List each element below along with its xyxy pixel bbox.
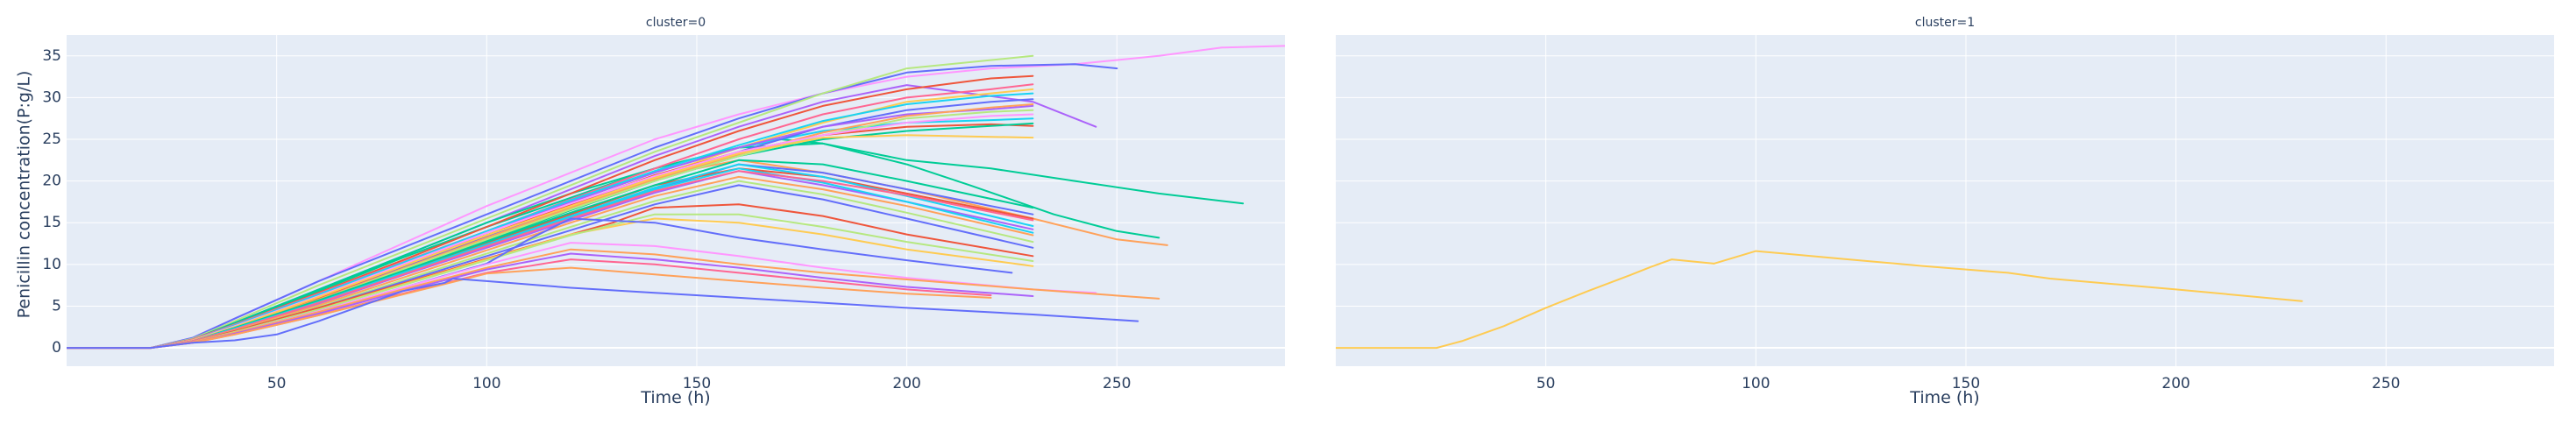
y-tick-label: 30	[42, 88, 61, 106]
y-tick-label: 25	[42, 131, 61, 148]
x-axis-title: Time (h)	[640, 388, 710, 407]
x-tick-label: 50	[267, 375, 287, 392]
series-group	[67, 45, 1285, 350]
facet-title: cluster=1	[1915, 16, 1975, 30]
x-tick-label: 100	[472, 375, 500, 392]
series-group	[1336, 250, 2303, 350]
series-line-39	[67, 278, 1139, 350]
x-tick-label: 150	[1952, 375, 1980, 392]
y-axis-title: Penicillin concentration(P:g/L)	[15, 71, 34, 319]
x-tick-label: 250	[1103, 375, 1131, 392]
x-axis-title: Time (h)	[1909, 388, 1979, 407]
facet-panel-1: 50 100 150 200 250 cluster=1 Time (h)	[1336, 16, 2554, 407]
x-tick-label: 250	[2372, 375, 2400, 392]
x-tick-label: 150	[683, 375, 711, 392]
y-tick-label: 10	[42, 256, 61, 273]
y-axis-title-group: Penicillin concentration(P:g/L)	[15, 71, 34, 319]
series-line-1	[67, 63, 1118, 350]
y-tick-label: 5	[52, 297, 61, 314]
series-line-0	[1336, 250, 2303, 350]
y-tick-label: 20	[42, 173, 61, 190]
facet-panel-0: 50 100 150 200 250 0 5 10 15 20 25 30 35 cluster=0 Tim…	[42, 16, 1285, 407]
x-tick-label: 100	[1742, 375, 1770, 392]
x-tick-label: 200	[2161, 375, 2189, 392]
x-tick-label: 200	[892, 375, 920, 392]
y-tick-label: 0	[52, 339, 61, 357]
y-tick-label: 15	[42, 214, 61, 231]
facet-title: cluster=0	[646, 16, 706, 30]
x-tick-label: 50	[1536, 375, 1556, 392]
y-tick-label: 35	[42, 47, 61, 65]
plot-background	[1336, 35, 2554, 366]
